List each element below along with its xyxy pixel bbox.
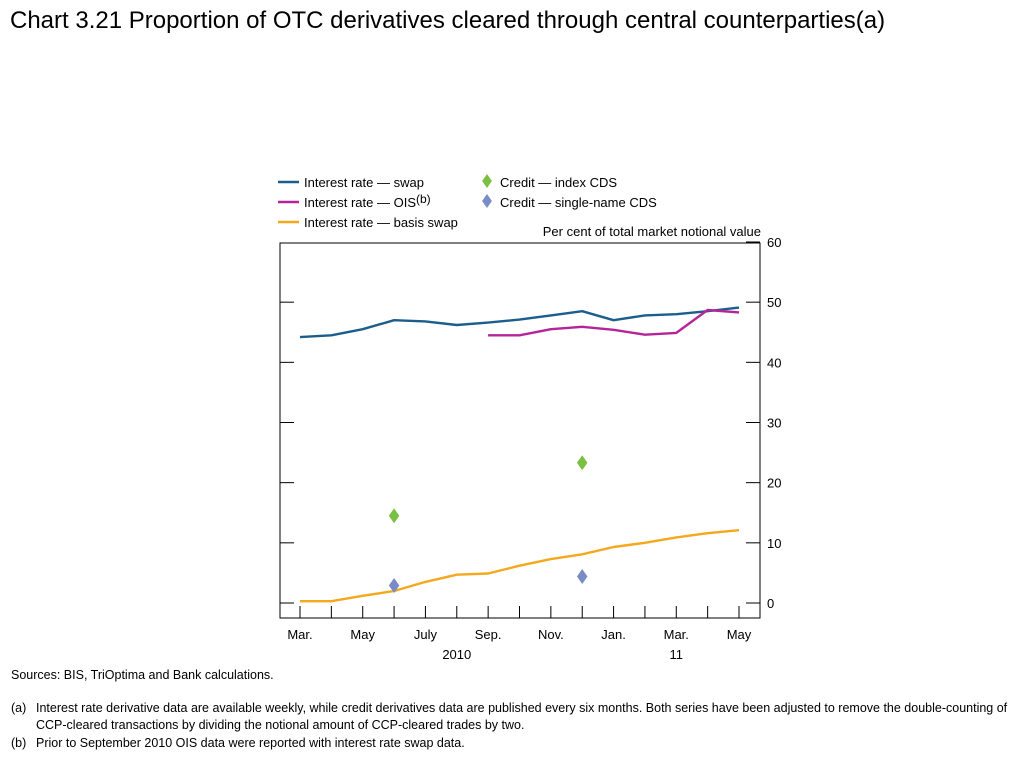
y-tick-label: 50: [767, 295, 781, 310]
chart-title: Chart 3.21 Proportion of OTC derivatives…: [10, 7, 886, 34]
x-tick-label: Sep.: [475, 627, 502, 642]
legend-label: Credit — index CDS: [500, 175, 617, 190]
chart-legend: Interest rate — swap Interest rate — OIS(…: [278, 174, 657, 230]
series-line-2: [300, 529, 740, 603]
x-tick-label: May: [350, 627, 375, 642]
footnote-a: (a) Interest rate derivative data are av…: [11, 700, 1011, 734]
series-point-4: [388, 578, 400, 594]
legend-label: Interest rate — OIS(b): [304, 192, 431, 210]
x-tick-label: July: [414, 627, 438, 642]
legend-label: Interest rate — basis swap: [304, 215, 458, 230]
series-point-3: [388, 508, 400, 524]
x-year-label: 11: [670, 647, 684, 662]
series-point-4: [576, 569, 588, 585]
series-point-3: [576, 455, 588, 471]
footnote-mark: (b): [11, 736, 27, 750]
legend-label: Credit — single-name CDS: [500, 195, 657, 210]
footnote-mark: (a): [11, 701, 27, 715]
sources-note: Sources: BIS, TriOptima and Bank calcula…: [11, 668, 274, 682]
y-tick-label: 0: [767, 596, 774, 611]
series-line-1: [488, 308, 740, 337]
x-tick-label: Jan.: [601, 627, 626, 642]
y-tick-label: 60: [767, 235, 781, 250]
x-axis: Mar. May July Sep. Nov. Jan. Mar. May 2010 11: [287, 606, 752, 662]
footnote-b: (b) Prior to September 2010 OIS data wer…: [11, 735, 1011, 752]
x-tick-label: Mar.: [287, 627, 312, 642]
footnote-text: Prior to September 2010 OIS data were re…: [36, 736, 465, 750]
legend-label: Interest rate — swap: [304, 175, 424, 190]
y-tick-label: 20: [767, 476, 781, 491]
legend-swatch: [482, 174, 492, 188]
y-tick-label: 30: [767, 416, 781, 431]
footnote-text: Interest rate derivative data are availa…: [36, 701, 1008, 732]
plot-area-frame: [279, 242, 761, 619]
x-tick-label: May: [727, 627, 752, 642]
series-layer: [299, 306, 740, 603]
y-axis-label: Per cent of total market notional value: [543, 224, 761, 239]
x-tick-label: Mar.: [664, 627, 689, 642]
x-tick-label: Nov.: [538, 627, 564, 642]
legend-swatch: [482, 194, 492, 208]
series-line-0: [299, 306, 740, 339]
y-tick-label: 40: [767, 355, 781, 370]
y-axis: 0 10 20 30 40 50 60: [280, 235, 781, 611]
x-year-label: 2010: [442, 647, 471, 662]
y-tick-label: 10: [767, 536, 781, 551]
